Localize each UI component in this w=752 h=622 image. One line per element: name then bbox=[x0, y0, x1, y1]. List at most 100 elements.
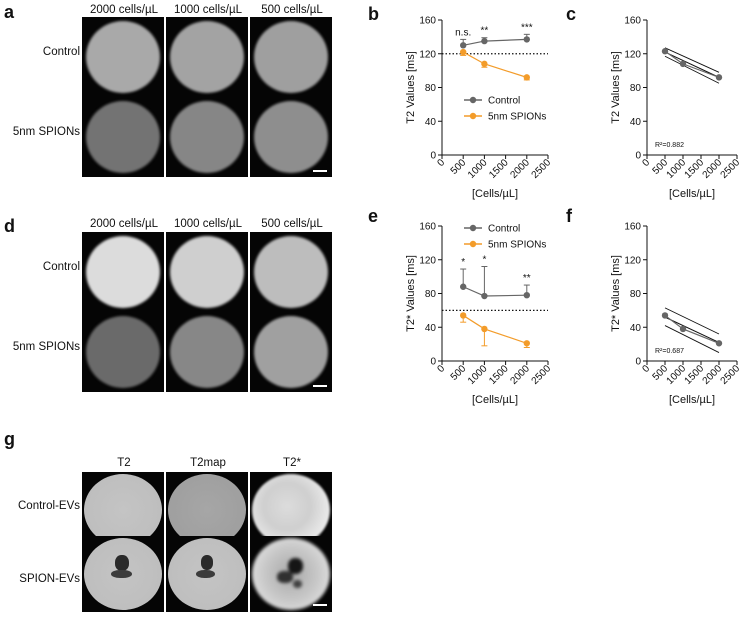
sample-well bbox=[254, 316, 328, 388]
col-head-2000: 2000 cells/µL bbox=[89, 218, 158, 230]
sample-well bbox=[86, 236, 160, 308]
mri-image bbox=[82, 232, 164, 312]
data-point bbox=[661, 48, 669, 55]
x-tick-label: 1000 bbox=[665, 363, 689, 387]
col-head-500: 500 cells/µL bbox=[261, 4, 323, 16]
sample-well bbox=[170, 236, 244, 308]
x-tick-label: 2000 bbox=[701, 157, 725, 181]
sample-well bbox=[170, 21, 244, 93]
chart-c: 0408012016005001000150020002500[Cells/µL… bbox=[610, 16, 742, 201]
panel-letter-g: g bbox=[4, 429, 15, 449]
data-point bbox=[523, 340, 530, 347]
r2-label: R²=0.882 bbox=[655, 142, 684, 149]
sample-well bbox=[170, 316, 244, 388]
mri-image bbox=[82, 536, 164, 612]
signal-void bbox=[196, 569, 215, 579]
mri-image bbox=[166, 312, 248, 392]
sample-well bbox=[252, 538, 330, 610]
sample-well bbox=[84, 474, 162, 546]
significance-label: n.s. bbox=[455, 27, 471, 38]
sample-well bbox=[254, 21, 328, 93]
scale-bar bbox=[313, 170, 327, 172]
y-tick-label: 160 bbox=[624, 16, 641, 27]
data-point bbox=[679, 60, 687, 68]
row-head-spions: 5nm SPIONs bbox=[12, 341, 80, 353]
row-head-spions: 5nm SPIONs bbox=[12, 126, 80, 138]
y-tick-label: 160 bbox=[419, 222, 436, 233]
data-point bbox=[460, 283, 467, 290]
x-tick-label: 2500 bbox=[530, 363, 554, 387]
mri-image bbox=[250, 17, 332, 97]
y-axis-label: T2* Values [ms] bbox=[610, 255, 622, 332]
col-head-1000: 1000 cells/µL bbox=[173, 4, 242, 16]
y-tick-label: 80 bbox=[425, 83, 437, 94]
mri-image bbox=[166, 232, 248, 312]
x-tick-label: 1000 bbox=[466, 363, 490, 387]
row-head-control: Control bbox=[42, 46, 80, 58]
signal-void bbox=[115, 555, 130, 572]
mri-image bbox=[82, 97, 164, 177]
col-head-500: 500 cells/µL bbox=[261, 218, 323, 230]
y-axis-label: T2 Values [ms] bbox=[405, 51, 417, 124]
chart-f: 0408012016005001000150020002500[Cells/µL… bbox=[610, 222, 742, 407]
panel-letter-e: e bbox=[368, 206, 379, 226]
mri-image bbox=[166, 472, 248, 548]
sample-well bbox=[170, 101, 244, 173]
y-tick-label: 40 bbox=[630, 323, 642, 334]
x-tick-label: 1500 bbox=[487, 363, 511, 387]
ci-upper bbox=[664, 47, 720, 73]
y-tick-label: 160 bbox=[419, 16, 436, 27]
y-tick-label: 40 bbox=[425, 117, 437, 128]
data-point bbox=[460, 48, 467, 56]
x-tick-label: 2500 bbox=[530, 157, 554, 181]
col-head-t2star: T2* bbox=[283, 457, 301, 469]
x-tick-label: 0 bbox=[435, 363, 447, 375]
data-point bbox=[460, 312, 467, 319]
sample-well bbox=[86, 316, 160, 388]
signal-void bbox=[111, 569, 132, 579]
panel-letter-c: c bbox=[566, 4, 577, 24]
x-tick-label: 1500 bbox=[683, 157, 707, 181]
legend-label: 5nm SPIONs bbox=[488, 240, 546, 251]
data-point bbox=[715, 340, 723, 347]
x-axis-label: [Cells/µL] bbox=[669, 394, 715, 406]
row-head-control: Control bbox=[42, 261, 80, 273]
col-head-2000: 2000 cells/µL bbox=[89, 4, 158, 16]
legend-swatch-marker bbox=[469, 240, 477, 248]
y-tick-label: 120 bbox=[419, 49, 436, 60]
mri-image bbox=[82, 472, 164, 548]
signal-void bbox=[200, 555, 214, 570]
data-point bbox=[523, 74, 530, 81]
data-point bbox=[523, 291, 530, 299]
sample-well bbox=[252, 474, 330, 546]
mri-image bbox=[250, 232, 332, 312]
legend-swatch-marker bbox=[469, 96, 477, 104]
x-tick-label: 2000 bbox=[508, 363, 532, 387]
row-head-spion-evs: SPION-EVs bbox=[19, 573, 80, 585]
legend-label: 5nm SPIONs bbox=[488, 112, 546, 123]
y-tick-label: 80 bbox=[630, 83, 642, 94]
scale-bar bbox=[313, 604, 327, 606]
y-tick-label: 80 bbox=[630, 289, 642, 300]
mri-image bbox=[82, 312, 164, 392]
y-tick-label: 0 bbox=[635, 151, 641, 162]
y-axis-label: T2* Values [ms] bbox=[405, 255, 417, 332]
y-tick-label: 0 bbox=[430, 357, 436, 368]
series-line bbox=[463, 38, 527, 46]
mri-image bbox=[82, 17, 164, 97]
data-point bbox=[523, 36, 530, 43]
y-tick-label: 80 bbox=[425, 289, 437, 300]
mri-image bbox=[166, 97, 248, 177]
legend-label: Control bbox=[488, 96, 520, 107]
mri-image bbox=[166, 536, 248, 612]
data-point bbox=[679, 325, 687, 333]
sample-well bbox=[86, 21, 160, 93]
x-axis-label: [Cells/µL] bbox=[472, 394, 518, 406]
y-tick-label: 160 bbox=[624, 222, 641, 233]
y-tick-label: 40 bbox=[630, 117, 642, 128]
r2-label: R²=0.687 bbox=[655, 348, 684, 355]
y-tick-label: 0 bbox=[430, 151, 436, 162]
y-tick-label: 120 bbox=[419, 255, 436, 266]
